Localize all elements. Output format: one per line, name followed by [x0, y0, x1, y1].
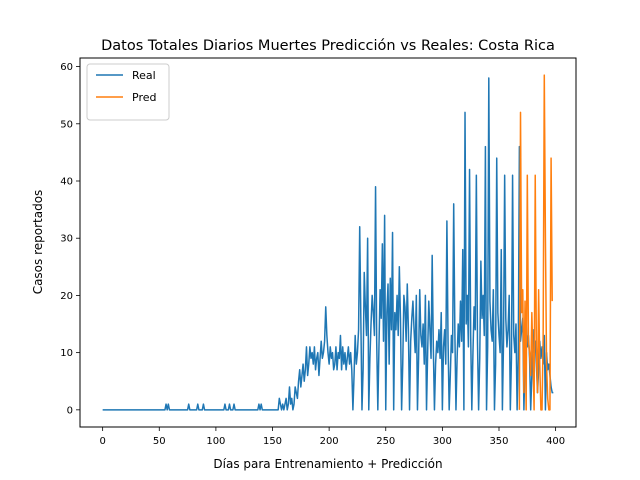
legend-box	[86, 63, 170, 121]
legend-label-real: Real	[132, 69, 156, 82]
x-axis-ticks: 0 50 100 150 200 250 300 350 400	[99, 427, 565, 447]
chart-title: Datos Totales Diarios Muertes Predicción…	[101, 38, 555, 54]
y-tick-label: 0	[67, 405, 73, 416]
legend: Real Pred	[86, 63, 170, 121]
x-tick-label: 0	[99, 436, 105, 447]
axes-frame	[79, 57, 577, 428]
series-line-pred	[518, 74, 553, 411]
y-tick-label: 30	[60, 234, 73, 245]
y-axis-label: Casos reportados	[31, 190, 45, 295]
x-axis-label: Días para Entrenamiento + Predicción	[213, 457, 442, 471]
y-tick-label: 10	[60, 348, 73, 359]
x-tick-label: 250	[376, 436, 395, 447]
y-tick-label: 20	[60, 291, 73, 302]
y-tick-label: 50	[60, 119, 73, 130]
x-tick-label: 400	[546, 436, 565, 447]
x-tick-label: 50	[153, 436, 166, 447]
series-layer	[102, 74, 554, 411]
legend-label-pred: Pred	[132, 91, 156, 104]
x-tick-label: 100	[206, 436, 225, 447]
y-tick-label: 60	[60, 62, 73, 73]
x-tick-label: 350	[489, 436, 508, 447]
x-tick-label: 300	[433, 436, 452, 447]
y-tick-label: 40	[60, 177, 73, 188]
series-line-real	[102, 77, 554, 411]
y-axis-ticks: 0 10 20 30 40 50 60	[60, 62, 80, 416]
x-tick-label: 200	[320, 436, 339, 447]
plot-area	[102, 74, 554, 411]
x-tick-label: 150	[263, 436, 282, 447]
